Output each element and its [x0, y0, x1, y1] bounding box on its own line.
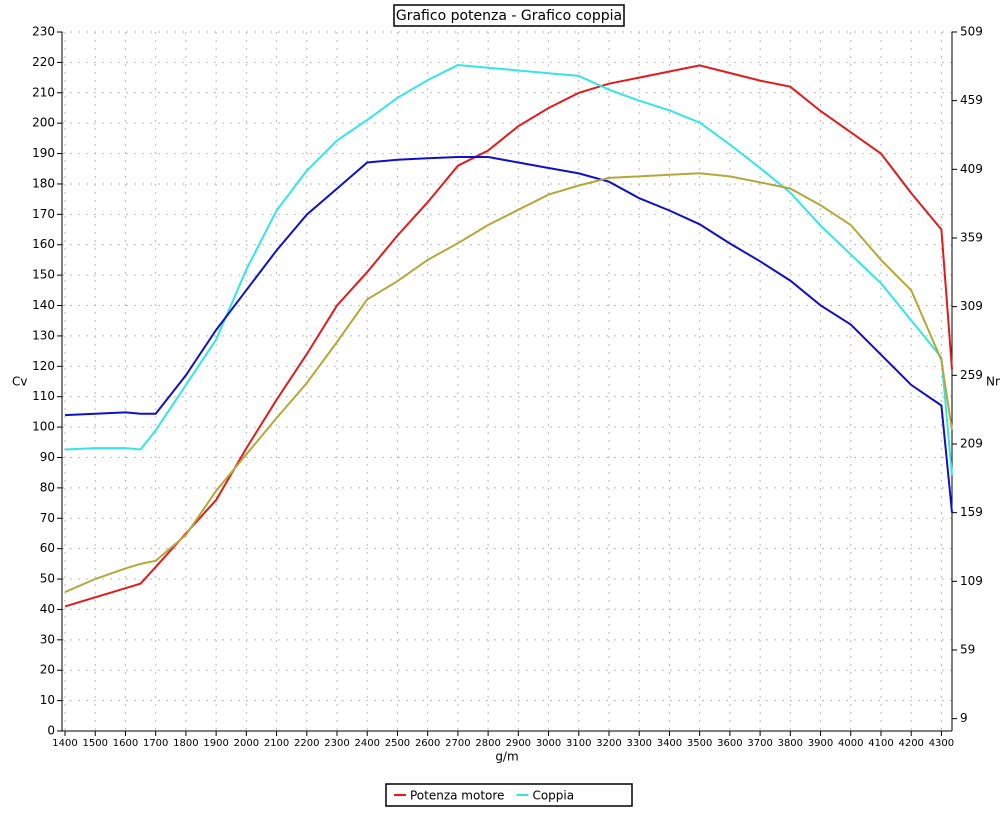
x-tick-label: 1400	[52, 738, 77, 749]
x-tick-label: 2300	[324, 738, 349, 749]
x-tick-label: 2600	[415, 738, 440, 749]
x-tick-label: 4300	[929, 738, 954, 749]
x-tick-label: 2200	[294, 738, 319, 749]
series-line	[64, 172, 953, 594]
y2-tick-label: 259	[960, 368, 983, 382]
y-axis-label: Cv	[12, 375, 27, 389]
y2-tick-label: 109	[960, 574, 983, 588]
x-tick-label: 2100	[264, 738, 289, 749]
y-tick-label: 20	[40, 663, 55, 677]
y2-tick-label: 409	[960, 162, 983, 176]
x-tick-label: 4100	[868, 738, 893, 749]
y-tick-label: 10	[40, 693, 55, 707]
y-tick-label: 0	[47, 724, 55, 738]
y2-tick-label: 209	[960, 436, 983, 450]
chart-title: Grafico potenza - Grafico coppia	[396, 8, 622, 24]
y-tick-label: 190	[32, 146, 55, 160]
y-tick-label: 180	[32, 176, 55, 190]
legend-box	[385, 783, 633, 807]
x-tick-label: 1700	[143, 738, 168, 749]
x-tick-label: 4200	[898, 738, 923, 749]
series-line	[64, 156, 953, 513]
x-tick-label: 2400	[355, 738, 380, 749]
x-tick-label: 3600	[717, 738, 742, 749]
y-tick-label: 110	[32, 389, 55, 403]
y-tick-label: 170	[32, 207, 55, 221]
x-tick-label: 2700	[445, 738, 470, 749]
x-tick-label: 1900	[203, 738, 228, 749]
y-tick-label: 80	[40, 480, 55, 494]
y-tick-label: 160	[32, 237, 55, 251]
y2-tick-label: 359	[960, 230, 983, 244]
y-tick-label: 140	[32, 298, 55, 312]
title-box	[393, 4, 625, 27]
y2-tick-label: 459	[960, 93, 983, 107]
y2-tick-label: 509	[960, 25, 983, 39]
y-tick-label: 50	[40, 572, 55, 586]
y2-tick-label: 59	[960, 642, 975, 656]
x-tick-label: 1500	[83, 738, 108, 749]
x-tick-label: 2800	[475, 738, 500, 749]
y-tick-label: 100	[32, 420, 55, 434]
y-tick-label: 220	[32, 55, 55, 69]
x-tick-label: 3000	[536, 738, 561, 749]
y-tick-label: 60	[40, 541, 55, 555]
x-axis-label: g/m	[495, 750, 518, 764]
x-tick-label: 3800	[778, 738, 803, 749]
x-tick-label: 3500	[687, 738, 712, 749]
x-tick-label: 3700	[747, 738, 772, 749]
y-tick-label: 70	[40, 511, 55, 525]
legend-label: Potenza motore	[410, 789, 504, 803]
x-tick-label: 4000	[838, 738, 863, 749]
x-tick-label: 1800	[173, 738, 198, 749]
series-line	[64, 63, 953, 476]
x-tick-label: 2000	[234, 738, 259, 749]
y-tick-label: 120	[32, 359, 55, 373]
y2-tick-label: 309	[960, 299, 983, 313]
y2-tick-label: 9	[960, 711, 968, 725]
y-tick-label: 210	[32, 85, 55, 99]
x-tick-label: 3900	[808, 738, 833, 749]
y-tick-label: 200	[32, 116, 55, 130]
y2-axis-label: Nm	[986, 375, 1000, 389]
x-tick-label: 3300	[626, 738, 651, 749]
x-tick-label: 1600	[113, 738, 138, 749]
x-tick-label: 2900	[506, 738, 531, 749]
y-tick-label: 40	[40, 602, 55, 616]
y-tick-label: 230	[32, 25, 55, 39]
x-tick-label: 2500	[385, 738, 410, 749]
y-tick-label: 150	[32, 268, 55, 282]
x-tick-label: 3100	[566, 738, 591, 749]
y-tick-label: 90	[40, 450, 55, 464]
y2-tick-label: 159	[960, 505, 983, 519]
y-tick-label: 30	[40, 632, 55, 646]
x-tick-label: 3200	[596, 738, 621, 749]
y-tick-label: 130	[32, 328, 55, 342]
legend-label: Coppia	[532, 789, 574, 803]
x-tick-label: 3400	[657, 738, 682, 749]
